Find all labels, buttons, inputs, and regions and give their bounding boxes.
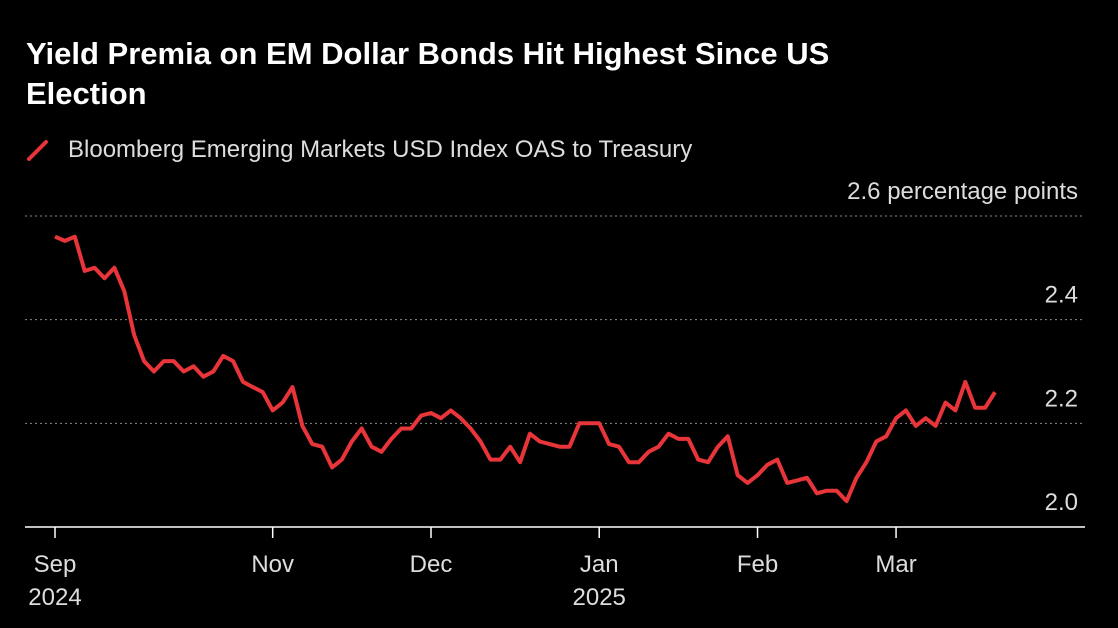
y-tick-label: 2.0 bbox=[1045, 489, 1078, 516]
x-tick-label: Nov bbox=[251, 551, 294, 578]
x-tick-label: Mar bbox=[875, 551, 916, 578]
x-tick-label: Jan 2025 bbox=[573, 551, 626, 611]
legend-swatch bbox=[27, 140, 48, 161]
x-tick-label: Sep 2024 bbox=[28, 551, 81, 611]
y-tick-label: 2.6 percentage points bbox=[847, 178, 1078, 205]
x-tick-label: Feb bbox=[737, 551, 778, 578]
legend-label: Bloomberg Emerging Markets USD Index OAS… bbox=[68, 136, 693, 163]
y-tick-label: 2.2 bbox=[1045, 385, 1078, 412]
x-tick-label: Dec bbox=[410, 551, 453, 578]
chart-title: Yield Premia on EM Dollar Bonds Hit High… bbox=[26, 36, 830, 111]
series-line bbox=[54, 234, 997, 504]
y-tick-label: 2.4 bbox=[1045, 282, 1078, 309]
legend: Bloomberg Emerging Markets USD Index OAS… bbox=[26, 136, 692, 164]
